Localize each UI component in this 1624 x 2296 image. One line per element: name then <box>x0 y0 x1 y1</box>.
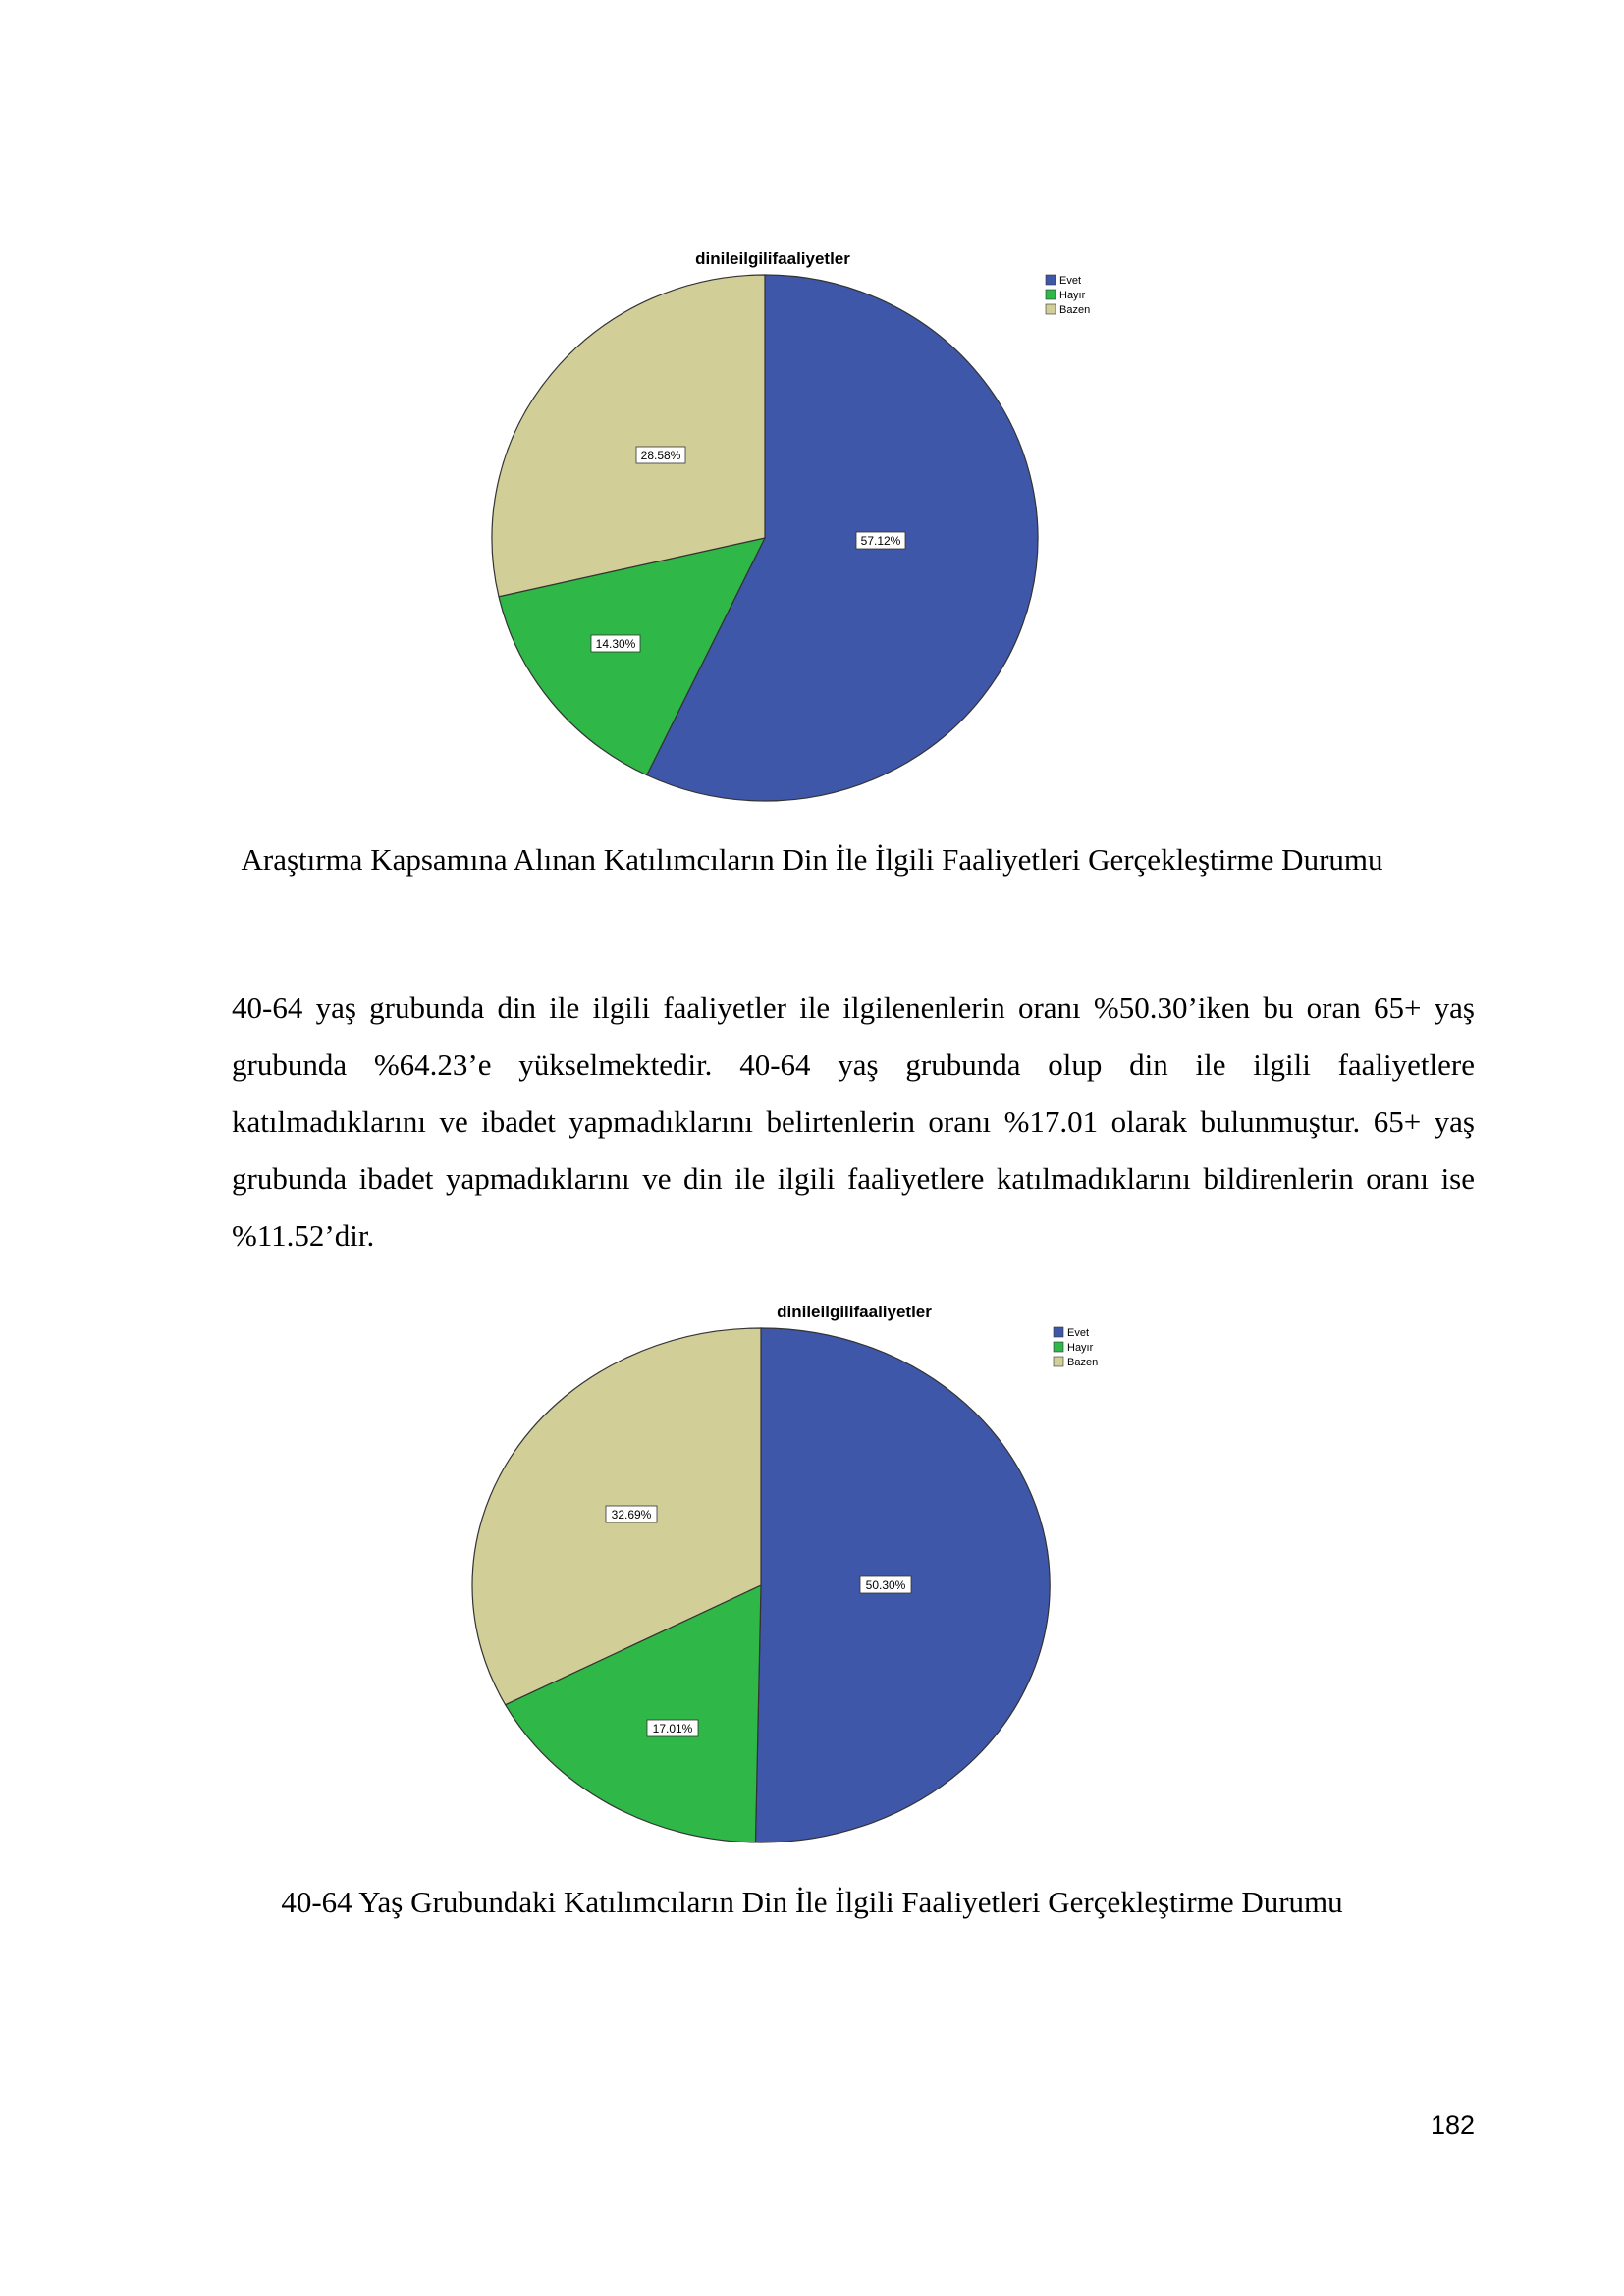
pie-chart-40-64-age-group: dinileilgilifaaliyetler Evet Hayır Bazen… <box>0 1288 1624 1877</box>
body-paragraph: 40-64 yaş grubunda din ile ilgili faaliy… <box>232 990 1475 1253</box>
slice-label-bazen: 28.58% <box>641 449 681 462</box>
legend-swatch-bazen <box>1053 1356 1064 1367</box>
figure-caption: 40-64 Yaş Grubundaki Katılımcıların Din … <box>281 1885 1343 1919</box>
legend-swatch-evet <box>1045 274 1056 286</box>
slice-labels: 50.30% 17.01% 32.69% <box>605 1505 912 1737</box>
legend-label-hayir: Hayır <box>1059 290 1086 301</box>
legend-swatch-evet <box>1053 1326 1064 1338</box>
legend-swatch-hayir <box>1053 1341 1064 1353</box>
chart-legend: Evet Hayır Bazen <box>1053 1326 1098 1368</box>
legend-swatch-bazen <box>1045 303 1056 315</box>
legend-label-bazen: Bazen <box>1059 304 1090 316</box>
pie-slice-evet <box>645 274 1039 802</box>
legend-label-evet: Evet <box>1059 275 1081 287</box>
slice-labels: 57.12% 14.30% 28.58% <box>590 446 906 653</box>
page-number: 182 <box>1430 2110 1475 2140</box>
chart-legend: Evet Hayır Bazen <box>1045 274 1090 316</box>
slice-label-evet: 57.12% <box>861 534 901 548</box>
pie-chart-svg: dinileilgilifaaliyetler Evet Hayır Bazen… <box>471 1303 1098 1843</box>
legend-label-evet: Evet <box>1067 1327 1089 1339</box>
slice-label-hayir: 17.01% <box>653 1722 693 1735</box>
slice-label-hayir: 14.30% <box>596 637 636 651</box>
legend-swatch-hayir <box>1045 289 1056 300</box>
figure-caption: Araştırma Kapsamına Alınan Katılımcıları… <box>241 842 1383 877</box>
legend-label-bazen: Bazen <box>1067 1357 1098 1368</box>
chart-title: dinileilgilifaaliyetler <box>695 249 850 268</box>
slice-label-bazen: 32.69% <box>612 1508 652 1522</box>
legend-label-hayir: Hayır <box>1067 1342 1094 1354</box>
pie-slice-hayir <box>504 1584 762 1843</box>
chart-title: dinileilgilifaaliyetler <box>777 1303 932 1321</box>
pie-slices <box>471 1327 1051 1843</box>
pie-chart-svg: dinileilgilifaaliyetler Evet Hayır Bazen… <box>491 249 1090 802</box>
slice-label-evet: 50.30% <box>866 1578 906 1592</box>
pie-slice-bazen <box>491 274 766 598</box>
pie-slice-hayir <box>498 537 767 776</box>
pie-chart-all-participants: dinileilgilifaaliyetler Evet Hayır Bazen… <box>0 236 1624 825</box>
pie-slices <box>491 274 1039 802</box>
